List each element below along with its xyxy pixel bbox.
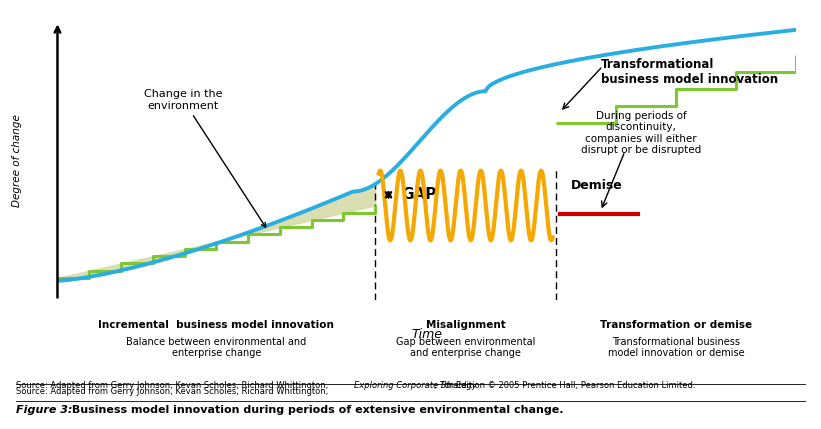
Text: Transformational business
model innovation or demise: Transformational business model innovati…: [608, 337, 745, 358]
Text: GAP: GAP: [401, 187, 437, 202]
Text: , 7th Edition © 2005 Prentice Hall, Pearson Education Limited.: , 7th Edition © 2005 Prentice Hall, Pear…: [434, 381, 695, 390]
Text: Transformation or demise: Transformation or demise: [600, 320, 752, 329]
Text: Change in the
environment: Change in the environment: [144, 89, 266, 227]
Text: Source: Adapted from Gerry Johnson, Kevan Scholes, Richard Whittington, Explorin: Source: Adapted from Gerry Johnson, Keva…: [16, 401, 716, 410]
Text: Degree of change: Degree of change: [11, 115, 22, 207]
Text: Source: Adapted from Gerry Johnson, Kevan Scholes, Richard Whittington,: Source: Adapted from Gerry Johnson, Keva…: [16, 381, 332, 390]
Text: Incremental  business model innovation: Incremental business model innovation: [99, 320, 334, 329]
Text: Gap between environmental
and enterprise change: Gap between environmental and enterprise…: [396, 337, 535, 358]
Text: Misalignment: Misalignment: [426, 320, 506, 329]
Text: Time: Time: [411, 328, 443, 341]
Text: Transformational
business model innovation: Transformational business model innovati…: [601, 58, 777, 86]
Text: Source: Adapted from Gerry Johnson, Kevan Scholes, Richard Whittington,: Source: Adapted from Gerry Johnson, Keva…: [16, 387, 332, 396]
Text: Exploring Corporate Strategy: Exploring Corporate Strategy: [354, 381, 477, 390]
Text: Balance between environmental and
enterprise change: Balance between environmental and enterp…: [126, 337, 306, 358]
Text: Figure 3:: Figure 3:: [16, 405, 73, 415]
Text: During periods of
discontinuity,
companies will either
disrupt or be disrupted: During periods of discontinuity, compani…: [581, 111, 701, 155]
Text: Demise: Demise: [571, 179, 623, 193]
Text: Business model innovation during periods of extensive environmental change.: Business model innovation during periods…: [67, 405, 563, 415]
